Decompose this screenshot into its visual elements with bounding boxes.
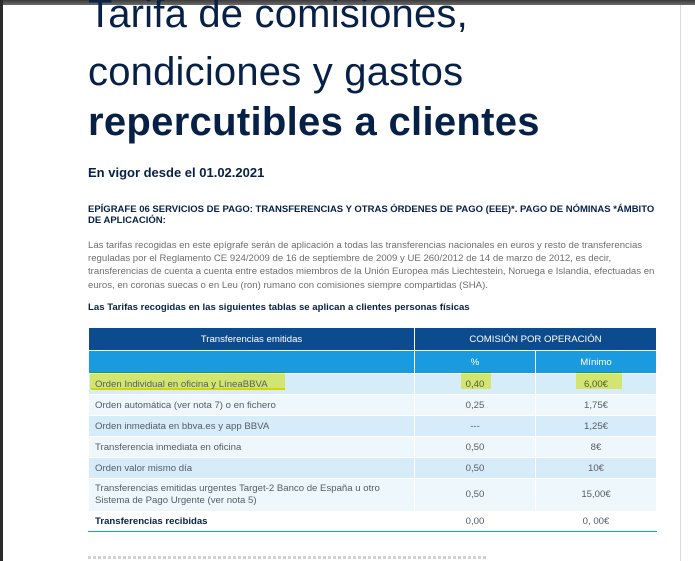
row-percent: 0,25 [414,394,536,416]
yellow-highlight-percent [461,372,491,389]
yellow-highlight-minimum [576,372,622,389]
table-row: Orden valor mismo día 0,50 10€ [88,457,658,479]
row-percent: --- [414,415,536,437]
row-percent: 0,50 [414,436,536,458]
row-concept: Transferencia inmediata en oficina [88,436,415,458]
epigraph-heading: EPÍGRAFE 06 SERVICIOS DE PAGO: TRANSFERE… [88,204,655,226]
header-comision: COMISIÓN POR OPERACIÓN [413,327,658,351]
subheader-percent: % [414,350,536,374]
row-minimum: 1,75€ [534,394,658,416]
row-concept: Transferencias recibidas [88,511,415,532]
table-row: Orden automática (ver nota 7) o en fiche… [88,394,658,416]
row-minimum: 8€ [534,436,658,458]
yellow-underline [91,388,285,390]
row-minimum: 15,00€ [534,478,658,512]
transfers-fee-table: Transferencias emitidas COMISIÓN POR OPE… [88,327,658,532]
row-minimum: 0, 00€ [534,511,658,532]
row-concept-text: Orden Individual en oficina y LíneaBBVA [95,378,268,390]
cut-off-text-line [88,556,488,559]
row-percent: 0,00 [414,511,536,532]
row-concept: Transferencias emitidas urgentes Target-… [88,478,415,512]
yellow-highlight-concept [90,372,285,389]
row-concept: Orden automática (ver nota 7) o en fiche… [88,394,415,416]
row-percent: 0,50 [414,478,536,512]
title-line-3: repercutibles a clientes [88,100,540,144]
subheader-empty [88,350,415,374]
table-row: Transferencias emitidas urgentes Target-… [88,478,658,512]
title-line-2: condiciones y gastos [88,50,464,94]
subheader-minimum: Mínimo [534,350,658,374]
table-row-received: Transferencias recibidas 0,00 0, 00€ [88,511,658,532]
row-minimum: 10€ [534,457,658,479]
row-concept: Orden inmediata en bbva.es y app BBVA [88,415,415,437]
window-top-edge [0,0,695,5]
window-left-edge [0,0,3,561]
table-row: Transferencia inmediata en oficina 0,50 … [88,436,658,458]
row-concept: Orden valor mismo día [88,457,415,479]
table-subheader-row: % Mínimo [88,350,658,374]
effective-date: En vigor desde el 01.02.2021 [88,165,265,180]
header-transferencias-emitidas: Transferencias emitidas [88,327,415,351]
page-right-edge [680,5,681,561]
table-row: Orden inmediata en bbva.es y app BBVA --… [88,415,658,437]
table-intro: Las Tarifas recogidas en las siguientes … [88,302,470,313]
row-minimum: 1,25€ [534,415,658,437]
row-percent: 0,50 [414,457,536,479]
intro-paragraph: Las tarifas recogidas en este epígrafe s… [88,240,655,291]
table-header-row: Transferencias emitidas COMISIÓN POR OPE… [88,327,658,351]
title-line-1: Tarifa de comisiones, [88,0,468,36]
